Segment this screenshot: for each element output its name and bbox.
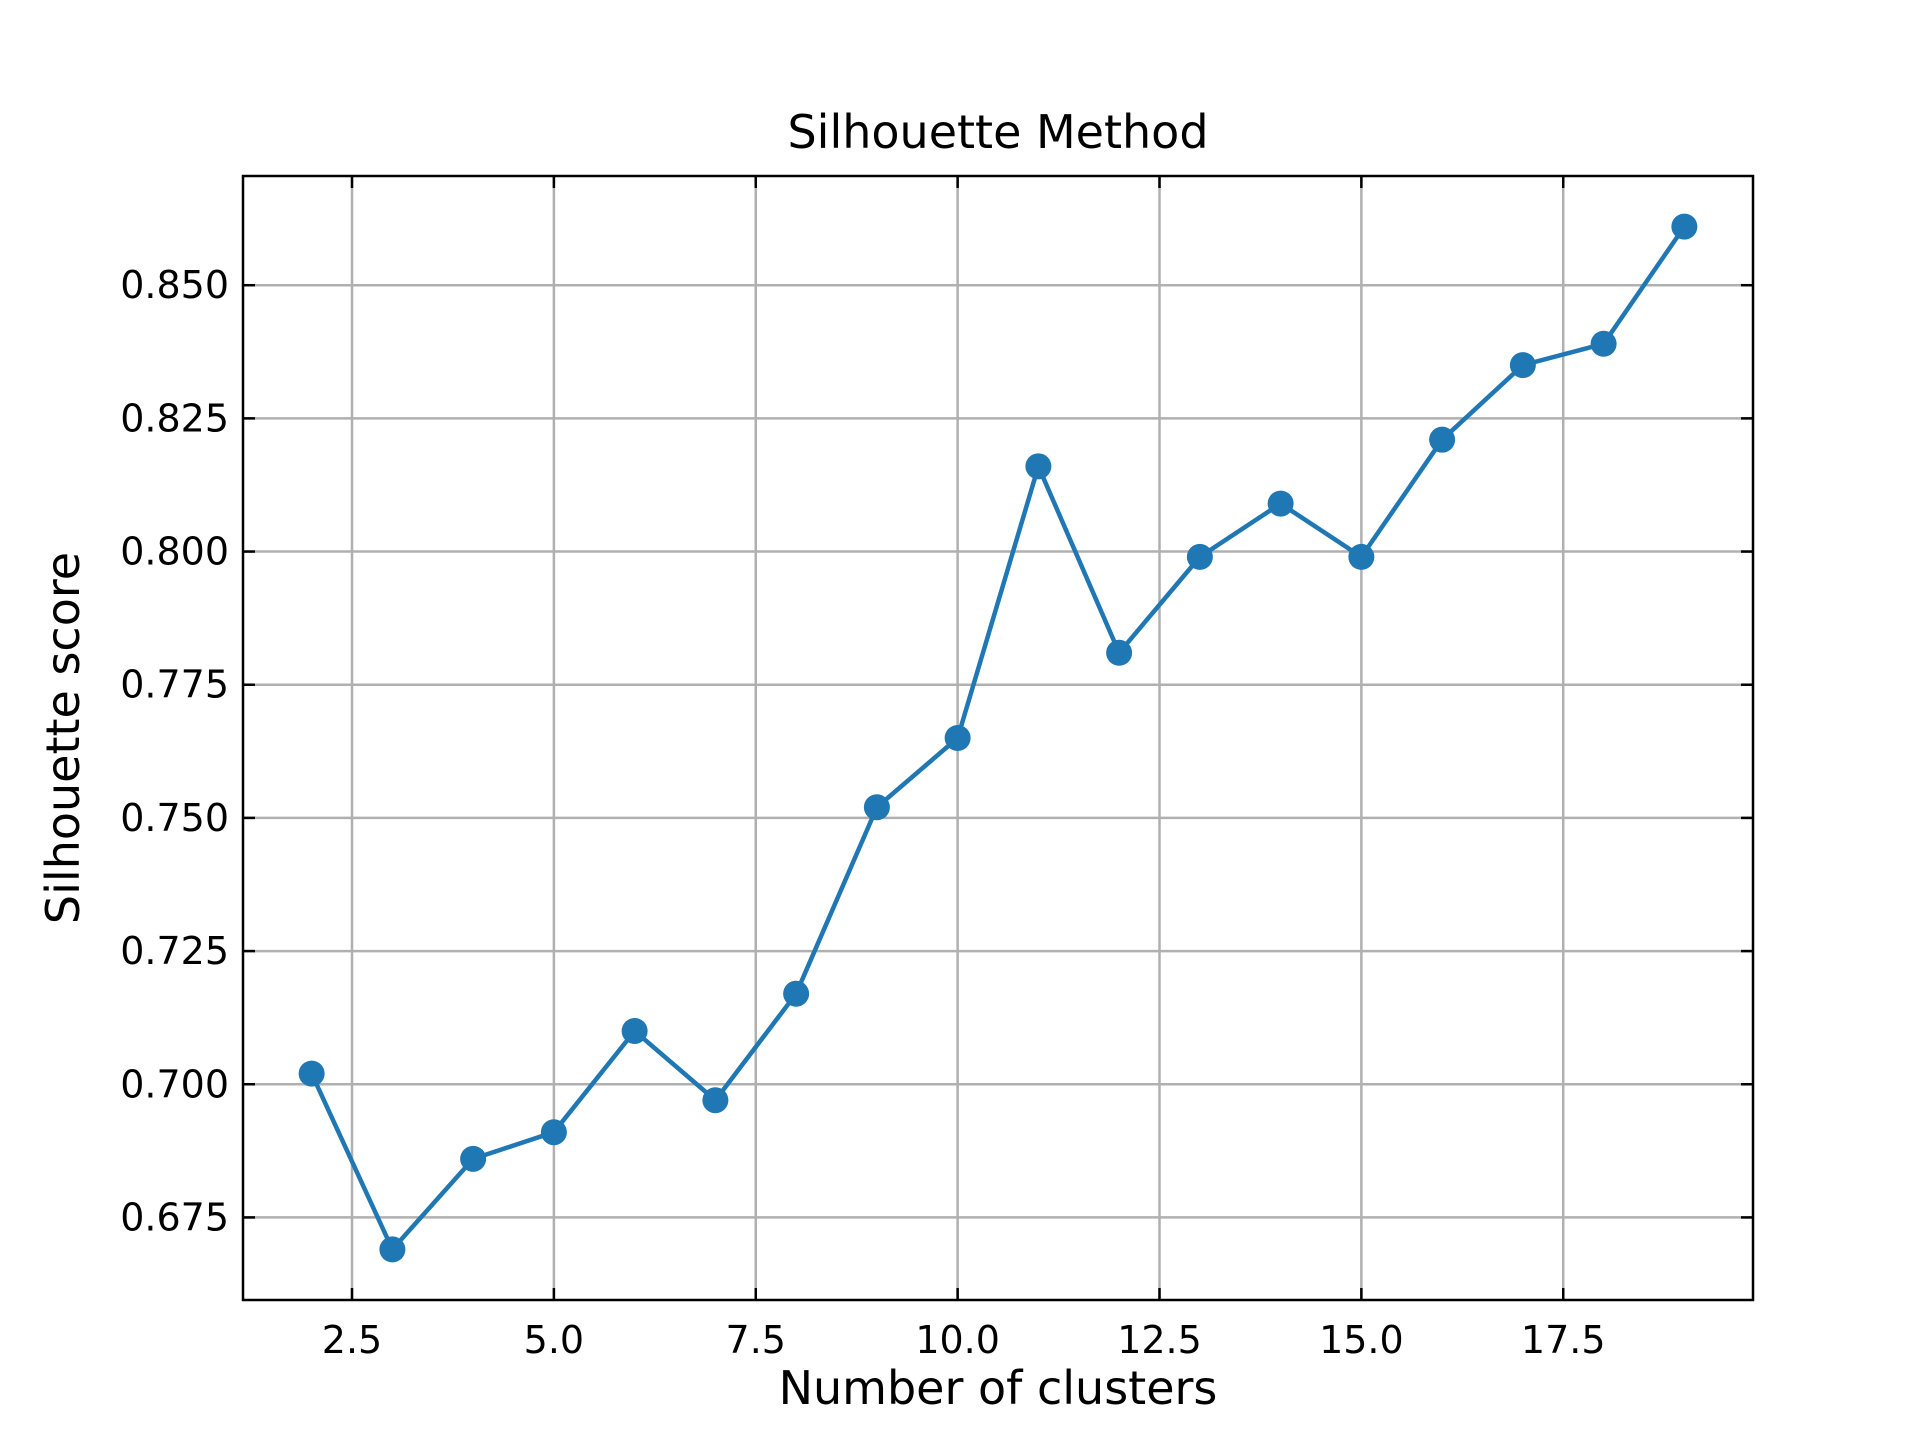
y-tick-label: 0.775	[120, 663, 229, 707]
x-tick-label: 17.5	[1521, 1318, 1606, 1362]
tick-marks	[243, 176, 1753, 1300]
data-point	[863, 794, 890, 821]
data-point	[1025, 453, 1052, 480]
y-tick-label: 0.850	[120, 263, 229, 307]
x-axis-label: Number of clusters	[779, 1361, 1218, 1415]
data-point	[1590, 330, 1617, 357]
data-point	[702, 1087, 729, 1114]
data-point	[298, 1060, 325, 1087]
x-tick-label: 5.0	[524, 1318, 584, 1362]
data-point	[1106, 639, 1133, 666]
x-tick-label: 15.0	[1319, 1318, 1404, 1362]
data-point	[1267, 490, 1294, 517]
data-point	[1348, 543, 1375, 570]
x-tick-label: 7.5	[726, 1318, 786, 1362]
data-point	[621, 1017, 648, 1044]
data-point	[1186, 543, 1213, 570]
x-tick-label: 10.0	[915, 1318, 1000, 1362]
plot-frame	[241, 174, 1755, 1302]
data-point	[540, 1119, 567, 1146]
data-point	[1509, 352, 1536, 379]
grid	[243, 176, 1753, 1300]
y-tick-label: 0.750	[120, 796, 229, 840]
series-layer	[298, 213, 1698, 1263]
y-tick-label: 0.825	[120, 396, 229, 440]
chart-title: Silhouette Method	[787, 105, 1208, 159]
data-point	[1671, 213, 1698, 240]
y-tick-label: 0.700	[120, 1062, 229, 1106]
tick-labels: 2.5 5.0 7.5 10.0 12.5 15.0 17.5 0.675 0.700 0.725…	[120, 263, 1605, 1362]
y-axis-label: Silhouette score	[36, 552, 90, 924]
x-tick-label: 2.5	[322, 1318, 382, 1362]
data-point	[379, 1236, 406, 1263]
data-point	[944, 725, 971, 751]
y-tick-label: 0.725	[120, 929, 229, 973]
x-tick-label: 12.5	[1117, 1318, 1202, 1362]
data-point	[460, 1145, 487, 1172]
y-tick-label: 0.800	[120, 530, 229, 574]
data-point	[783, 980, 810, 1007]
series-line	[309, 225, 1687, 1252]
y-tick-label: 0.675	[120, 1195, 229, 1239]
data-point	[1429, 426, 1456, 453]
